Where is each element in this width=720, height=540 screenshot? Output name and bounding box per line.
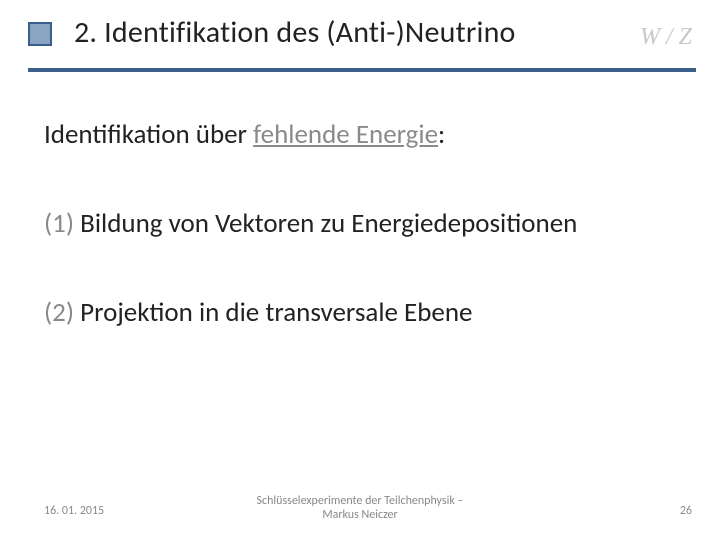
step-number: (2) (44, 296, 74, 329)
footer-center-line1: Schlüsselexperimente der Teilchenphysik … (257, 494, 464, 508)
slide-header: 2. Identifikation des (Anti-)Neutrino W … (0, 18, 720, 68)
footer-center: Schlüsselexperimente der Teilchenphysik … (0, 494, 720, 522)
slide-title: 2. Identifikation des (Anti-)Neutrino (74, 14, 516, 51)
intro-line: Identifikation über fehlende Energie: (44, 118, 692, 151)
footer-page-number: 26 (680, 504, 692, 518)
footer-center-line2: Markus Neiczer (322, 508, 397, 522)
intro-suffix: : (438, 118, 445, 151)
slide-body: Identifikation über fehlende Energie: (1… (44, 118, 692, 385)
slide-footer: 16. 01. 2015 Schlüsselexperimente der Te… (0, 482, 720, 522)
intro-prefix: Identifikation über (44, 118, 253, 151)
corner-label-wz: W / Z (640, 24, 692, 51)
step-text: Projektion in die transversale Ebene (74, 296, 472, 329)
intro-underlined: fehlende Energie (253, 118, 438, 151)
step-text: Bildung von Vektoren zu Energiedepositio… (74, 207, 577, 240)
title-underline-rule (28, 68, 696, 72)
step-1: (1) Bildung von Vektoren zu Energiedepos… (44, 207, 692, 240)
title-bullet-square (28, 22, 52, 46)
step-number: (1) (44, 207, 74, 240)
step-2: (2) Projektion in die transversale Ebene (44, 296, 692, 329)
